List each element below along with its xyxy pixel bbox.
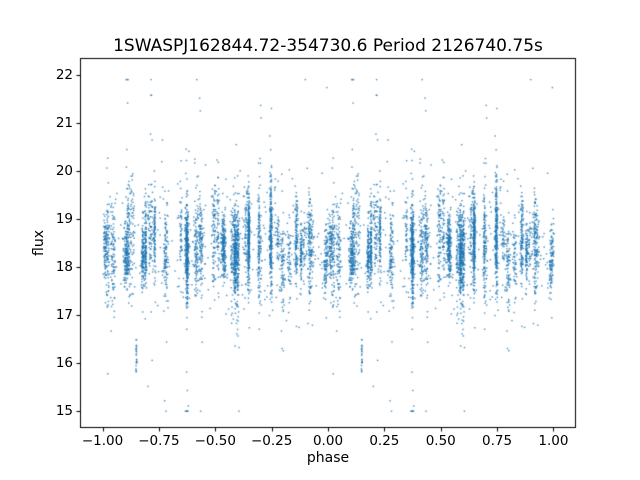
x-tick-label: −1.00: [81, 433, 124, 449]
y-tick-label: 16: [55, 355, 73, 372]
y-tick-label: 22: [55, 66, 73, 83]
y-tick-label: 17: [55, 307, 73, 324]
x-tick-label: 0.75: [482, 433, 513, 449]
x-tick-label: 1.00: [538, 433, 569, 449]
x-tick-label: 0.00: [312, 433, 344, 449]
y-tick-label: 21: [55, 114, 73, 131]
x-tick-label: 0.25: [369, 433, 400, 449]
x-tick-label: −0.50: [194, 433, 236, 449]
y-tick-label: 15: [55, 403, 73, 420]
y-tick-label: 18: [55, 259, 73, 276]
y-tick-label: 20: [55, 162, 73, 179]
y-axis-label: flux: [31, 230, 47, 256]
chart-title: 1SWASPJ162844.72-354730.6 Period 2126740…: [113, 36, 543, 56]
y-tick-label: 19: [55, 210, 73, 227]
x-tick-label: −0.75: [138, 433, 180, 449]
x-axis-label: phase: [306, 450, 350, 466]
x-tick-label: 0.50: [425, 433, 456, 449]
x-tick-label: −0.25: [250, 433, 293, 449]
